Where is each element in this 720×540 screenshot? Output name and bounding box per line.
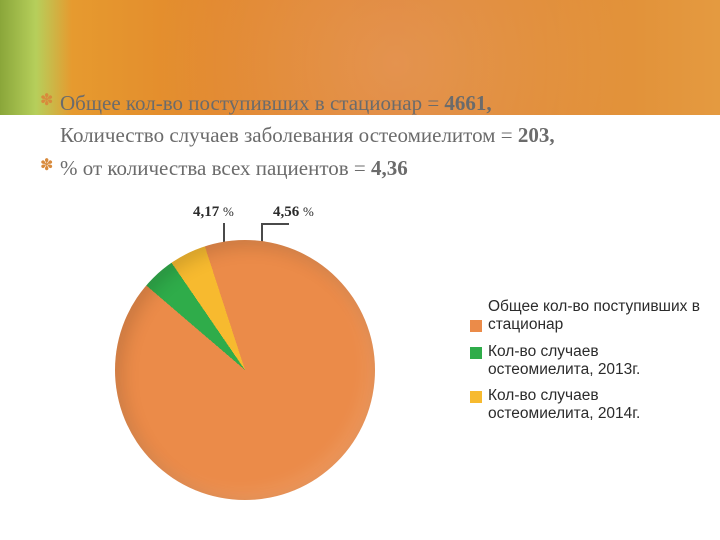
pie-data-label-2-pct: % [303,204,314,219]
pie-chart [115,240,375,500]
legend-swatch-2 [470,391,482,403]
chart-area: 4,17 % 4,56 % [55,198,435,518]
legend-text-1: Кол-во случаев остеомиелита, 2013г. [488,343,700,380]
summary-line-2: Количество случаев заболевания остеомиел… [40,120,680,150]
summary-line-3-bold: 4,36 [371,156,408,180]
pie-data-label-2: 4,56 % [273,204,314,221]
summary-line-3: % от количества всех пациентов = 4,36 [40,153,680,183]
legend-text-0: Общее кол-во поступивших в стационар [488,298,700,335]
legend: Общее кол-во поступивших в стационар Кол… [470,298,700,432]
summary-line-1-text: Общее кол-во поступивших в стационар = [60,91,444,115]
summary-text: Общее кол-во поступивших в стационар = 4… [40,88,680,185]
summary-line-2-bold: 203, [518,123,555,147]
summary-line-3-text: % от количества всех пациентов = [60,156,371,180]
pie-wrap [115,240,375,500]
leader-line-2h [261,223,289,225]
legend-swatch-1 [470,347,482,359]
summary-line-1: Общее кол-во поступивших в стационар = 4… [40,88,680,118]
slide-root: Общее кол-во поступивших в стационар = 4… [0,0,720,540]
summary-line-1-bold: 4661, [444,91,491,115]
pie-data-label-1: 4,17 % [193,204,234,221]
pie-data-label-1-pct: % [223,204,234,219]
legend-text-2: Кол-во случаев остеомиелита, 2014г. [488,387,700,424]
pie-data-label-1-val: 4,17 [193,204,219,220]
summary-line-2-text: Количество случаев заболевания остеомиел… [60,123,518,147]
legend-item-2: Кол-во случаев остеомиелита, 2014г. [470,387,700,424]
pie-data-label-2-val: 4,56 [273,204,299,220]
legend-item-0: Общее кол-во поступивших в стационар [470,298,700,335]
legend-item-1: Кол-во случаев остеомиелита, 2013г. [470,343,700,380]
legend-swatch-0 [470,320,482,332]
